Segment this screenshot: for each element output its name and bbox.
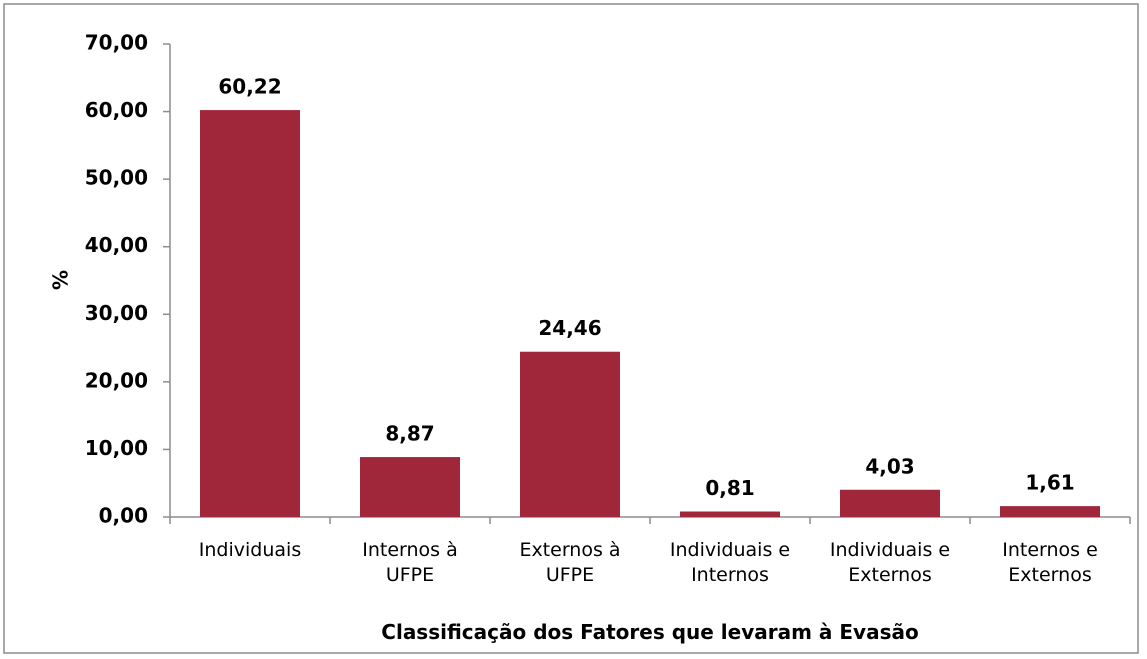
chart-frame [3, 3, 1139, 654]
y-tick-label: 60,00 [85, 98, 148, 122]
data-label: 60,22 [218, 75, 281, 99]
data-label: 24,46 [538, 316, 601, 340]
y-tick-label: 40,00 [85, 233, 148, 257]
data-label: 4,03 [865, 454, 914, 478]
x-tick-label: Individuais e Externos [829, 539, 951, 586]
y-tick-label: 10,00 [85, 436, 148, 460]
bar [840, 489, 940, 517]
x-tick-label: Internos e Externos [1002, 539, 1098, 586]
y-tick-label: 50,00 [85, 166, 148, 190]
x-tick-label: Individuais [198, 539, 302, 561]
x-tick-label: Externos à UFPE [519, 539, 621, 586]
bar [360, 457, 460, 517]
y-tick-label: 30,00 [85, 301, 148, 325]
bar [680, 511, 780, 517]
bar [200, 110, 300, 518]
y-tick-label: 70,00 [85, 31, 148, 55]
x-axis-label: Classificação dos Fatores que levaram à … [381, 620, 919, 644]
y-axis-label: % [49, 270, 73, 290]
data-label: 0,81 [705, 476, 754, 500]
x-tick-label: Internos à UFPE [362, 539, 458, 586]
bar [1000, 506, 1100, 517]
bar [520, 351, 620, 517]
data-label: 8,87 [385, 422, 434, 446]
y-tick-label: 20,00 [85, 368, 148, 392]
data-label: 1,61 [1025, 471, 1074, 495]
x-tick-label: Individuais e Internos [669, 539, 791, 586]
y-tick-label: 0,00 [99, 504, 148, 528]
